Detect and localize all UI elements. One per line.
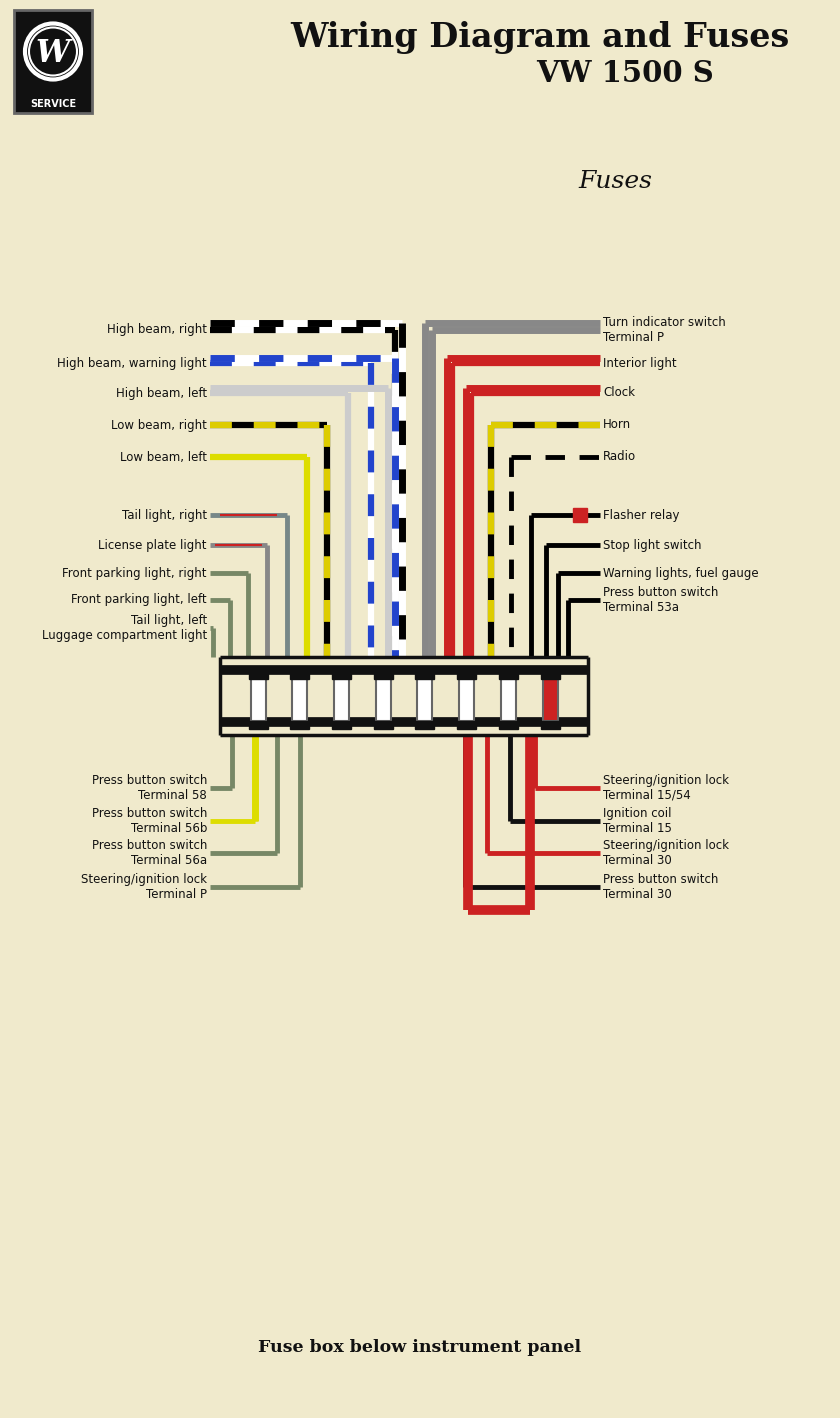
Text: Flasher relay: Flasher relay	[603, 509, 680, 522]
Bar	[249, 720, 267, 729]
Text: Horn: Horn	[603, 418, 631, 431]
Text: Turn indicator switch
Terminal P: Turn indicator switch Terminal P	[603, 316, 726, 345]
Bar	[249, 671, 267, 679]
Text: Press button switch
Terminal 56b: Press button switch Terminal 56b	[92, 807, 207, 835]
Bar	[332, 671, 351, 679]
Text: Ignition coil
Terminal 15: Ignition coil Terminal 15	[603, 807, 672, 835]
Text: Tail light, right: Tail light, right	[122, 509, 207, 522]
Bar	[501, 676, 516, 720]
Bar	[499, 671, 517, 679]
Bar	[250, 676, 265, 720]
Text: Fuses: Fuses	[578, 170, 652, 193]
Text: Stop light switch: Stop light switch	[603, 539, 701, 552]
Bar	[290, 671, 309, 679]
Text: VW 1500 S: VW 1500 S	[536, 60, 714, 88]
Text: Press button switch
Terminal 58: Press button switch Terminal 58	[92, 774, 207, 803]
Bar	[332, 720, 351, 729]
Bar	[499, 720, 517, 729]
Text: High beam, warning light: High beam, warning light	[57, 356, 207, 370]
Text: Clock: Clock	[603, 387, 635, 400]
Bar	[540, 720, 559, 729]
Bar	[415, 671, 434, 679]
Bar	[459, 676, 474, 720]
Bar	[14, 10, 92, 113]
Text: Warning lights, fuel gauge: Warning lights, fuel gauge	[603, 567, 759, 580]
Bar	[292, 676, 307, 720]
Text: Front parking light, left: Front parking light, left	[71, 594, 207, 607]
Text: License plate light: License plate light	[98, 539, 207, 552]
Text: Press button switch
Terminal 53a: Press button switch Terminal 53a	[603, 586, 718, 614]
Text: Steering/ignition lock
Terminal 15/54: Steering/ignition lock Terminal 15/54	[603, 774, 729, 803]
Text: Low beam, right: Low beam, right	[111, 418, 207, 431]
Bar	[374, 720, 392, 729]
Text: Wiring Diagram and Fuses: Wiring Diagram and Fuses	[291, 21, 790, 54]
Bar	[290, 720, 309, 729]
Bar	[540, 671, 559, 679]
Text: High beam, left: High beam, left	[116, 387, 207, 400]
Bar	[415, 720, 434, 729]
Bar	[374, 671, 392, 679]
Text: Low beam, left: Low beam, left	[120, 451, 207, 464]
Text: Fuse box below instrument panel: Fuse box below instrument panel	[259, 1340, 581, 1357]
Text: Press button switch
Terminal 56a: Press button switch Terminal 56a	[92, 839, 207, 866]
Text: Steering/ignition lock
Terminal 30: Steering/ignition lock Terminal 30	[603, 839, 729, 866]
Text: Front parking light, right: Front parking light, right	[62, 567, 207, 580]
Bar	[543, 676, 558, 720]
Text: W: W	[36, 38, 70, 69]
Bar	[457, 671, 476, 679]
Text: High beam, right: High beam, right	[107, 323, 207, 336]
Bar	[417, 676, 433, 720]
Text: SERVICE: SERVICE	[30, 99, 76, 109]
Bar	[375, 676, 391, 720]
Text: Interior light: Interior light	[603, 356, 677, 370]
Bar	[457, 720, 476, 729]
Bar	[334, 676, 349, 720]
Text: Steering/ignition lock
Terminal P: Steering/ignition lock Terminal P	[81, 873, 207, 900]
Text: Radio: Radio	[603, 451, 636, 464]
Text: Tail light, left
Luggage compartment light: Tail light, left Luggage compartment lig…	[42, 614, 207, 642]
Text: Press button switch
Terminal 30: Press button switch Terminal 30	[603, 873, 718, 900]
